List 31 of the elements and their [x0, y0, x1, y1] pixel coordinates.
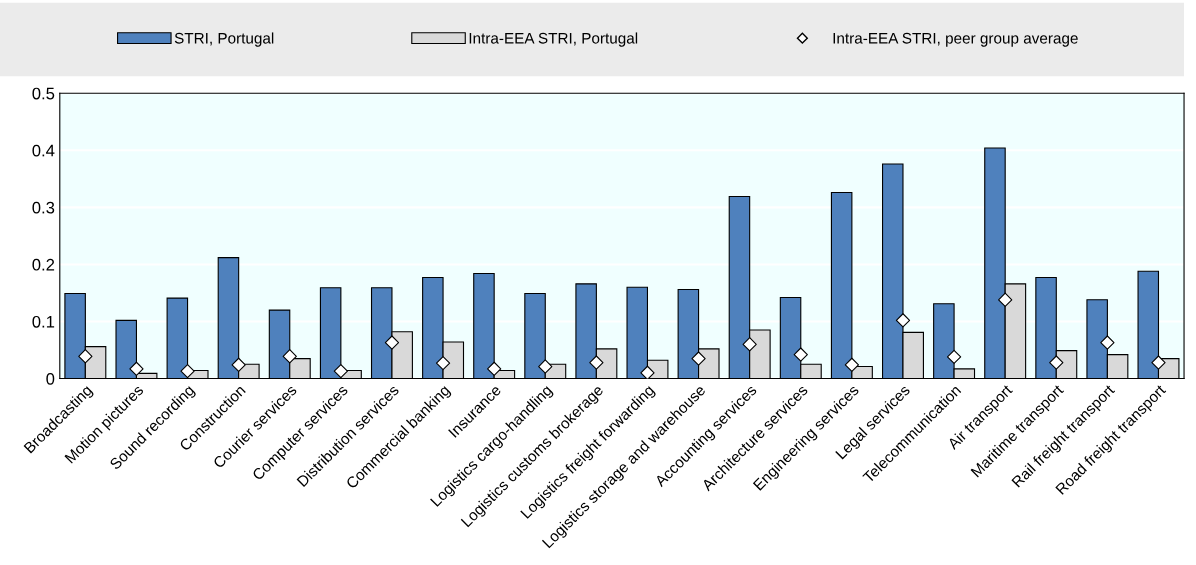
point: [487, 361, 502, 376]
point: [1049, 355, 1064, 370]
legend-label: Intra-EEA STRI, Portugal: [469, 32, 638, 47]
point: [640, 365, 655, 379]
y-tick-label: 0.4: [32, 144, 55, 157]
legend-label: STRI, Portugal: [174, 32, 274, 47]
point: [180, 363, 195, 379]
y-tick-label: 0.1: [32, 315, 55, 328]
point: [129, 361, 144, 376]
point: [895, 313, 911, 328]
point: [998, 292, 1013, 307]
point: [333, 363, 349, 379]
point: [78, 349, 93, 364]
point: [435, 356, 451, 371]
y-tick-label: 0.2: [32, 258, 55, 271]
point: [384, 335, 400, 350]
point: [231, 357, 246, 372]
point: [844, 357, 860, 372]
point: [946, 349, 962, 365]
point: [1100, 335, 1115, 350]
point: [742, 337, 757, 352]
y-tick-label: 0: [46, 372, 55, 385]
point: [282, 349, 297, 364]
y-tick-label: 0.3: [32, 201, 55, 214]
legend-label: Intra-EEA STRI, peer group average: [833, 32, 1078, 47]
y-tick-label: 0.5: [32, 87, 55, 100]
point: [589, 355, 604, 370]
point: [793, 347, 808, 362]
point: [691, 351, 706, 366]
point: [1151, 355, 1166, 370]
point: [538, 359, 553, 374]
